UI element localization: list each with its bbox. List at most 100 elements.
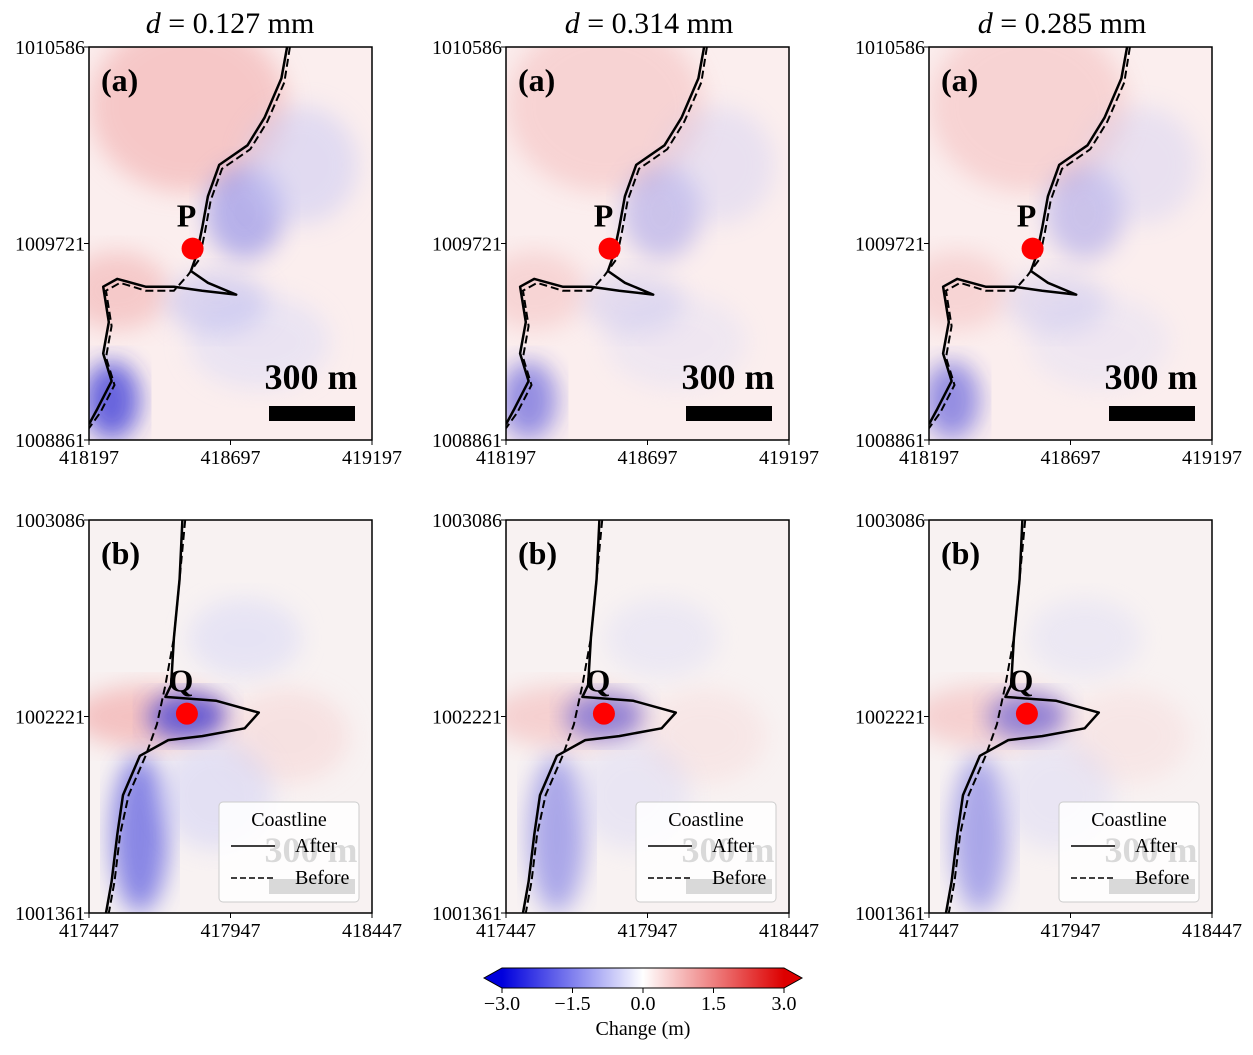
legend-box [1058, 801, 1200, 903]
coastline-before [929, 47, 1131, 429]
x-tick-label: 417447 [899, 920, 959, 942]
map-panel-a-3: P (a) 300 m 418197 418697 419197 1010586 100972… [855, 37, 1242, 469]
colorbar: −3.0 −1.5 0.0 1.5 3.0 Change (m) [482, 967, 804, 1040]
colorbar-tick-label: 3.0 [772, 993, 797, 1015]
panel-letter: (a) [941, 62, 978, 98]
point-marker-Q [1015, 702, 1038, 725]
x-tick-label: 419197 [1182, 447, 1242, 469]
point-label-P: P [177, 198, 197, 234]
coastline-after [944, 520, 1101, 913]
heatmap-blob [605, 598, 719, 678]
legend-title: Coastline [1091, 809, 1167, 831]
heatmap-blob [582, 271, 685, 334]
heatmap-blobs [506, 47, 775, 440]
x-tick-label: 418197 [59, 447, 119, 469]
point-marker-P [598, 237, 621, 260]
x-tick-label: 417947 [1041, 920, 1101, 942]
panel-letter: (b) [518, 535, 557, 571]
column-title-symbol: d [978, 7, 994, 40]
point-label-Q: Q [168, 663, 193, 699]
y-tick-label: 1003086 [432, 510, 502, 532]
column-title-2: d = 0.314 mm [565, 7, 734, 40]
column-title-3: d = 0.285 mm [978, 7, 1147, 40]
coastline-after [521, 520, 678, 913]
y-tick-label: 1008861 [855, 430, 925, 452]
point-marker-Q [592, 702, 615, 725]
colorbar-gradient [502, 968, 784, 988]
y-tick-label: 1010586 [855, 37, 925, 59]
x-tick-label: 418697 [618, 447, 678, 469]
panel-letter: (a) [518, 62, 555, 98]
y-tick-label: 1009721 [432, 234, 502, 256]
heatmap-blobs [89, 47, 358, 440]
legend-title: Coastline [251, 809, 327, 831]
panel-letter: (a) [101, 62, 138, 98]
heatmap-blob [929, 251, 1009, 330]
legend-entry-before: Before [1135, 867, 1190, 889]
colorbar-extend-min [484, 968, 502, 988]
heatmap-blob [929, 361, 980, 440]
x-tick-label: 417447 [59, 920, 119, 942]
map-panel-a-2: P (a) 300 m 418197 418697 419197 1010586 100972… [432, 37, 819, 469]
coastline-after [104, 520, 261, 913]
heatmap-blob [506, 251, 586, 330]
heatmap-blob [111, 755, 169, 913]
column-title-value: = 0.285 mm [993, 7, 1147, 40]
column-title-value: = 0.127 mm [161, 7, 315, 40]
point-label-Q: Q [1008, 663, 1033, 699]
legend: Coastline After Before [218, 801, 360, 903]
x-tick-label: 418447 [342, 920, 402, 942]
x-tick-label: 417947 [201, 920, 261, 942]
heatmap-blob [1028, 598, 1142, 678]
map-panel-b-2: Q(b)300 mCoastlineAfterBefore41744741794… [432, 510, 819, 942]
x-tick-label: 419197 [342, 447, 402, 469]
y-tick-label: 1008861 [432, 430, 502, 452]
x-tick-label: 418447 [759, 920, 819, 942]
legend-entry-after: After [1135, 835, 1178, 857]
column-title-value: = 0.314 mm [580, 7, 734, 40]
legend: Coastline After Before [1058, 801, 1200, 903]
legend-entry-after: After [295, 835, 338, 857]
y-tick-label: 1001361 [15, 903, 85, 925]
y-tick-label: 1001361 [855, 903, 925, 925]
colorbar-tick-label: −3.0 [484, 993, 520, 1015]
heatmap-blob [528, 755, 586, 913]
coastline-before [506, 47, 708, 429]
scale-bar [1109, 406, 1195, 421]
map-panel-b-1: Q(b)300 mCoastlineAfterBefore41744741794… [15, 510, 402, 942]
heatmap-blobs [929, 47, 1198, 440]
y-tick-label: 1002221 [432, 707, 502, 729]
column-title-1: d = 0.127 mm [146, 7, 315, 40]
column-title-symbol: d [146, 7, 162, 40]
y-tick-label: 1002221 [15, 707, 85, 729]
legend: Coastline After Before [635, 801, 777, 903]
x-tick-label: 419197 [759, 447, 819, 469]
map-panel-b-3: Q(b)300 mCoastlineAfterBefore41744741794… [855, 510, 1242, 942]
scale-bar-label: 300 m [265, 357, 358, 397]
point-marker-P [1021, 237, 1044, 260]
colorbar-label: Change (m) [596, 1018, 691, 1040]
heatmap-blob [506, 361, 557, 440]
y-tick-label: 1009721 [15, 234, 85, 256]
coastline-before [89, 47, 291, 429]
legend-box [635, 801, 777, 903]
scale-bar [269, 406, 355, 421]
heatmap-blob [1084, 105, 1198, 224]
scale-bar-label: 300 m [1105, 357, 1198, 397]
legend-entry-before: Before [295, 867, 350, 889]
x-tick-label: 417947 [618, 920, 678, 942]
panel-letter: (b) [101, 535, 140, 571]
point-label-P: P [1017, 198, 1037, 234]
scale-bar [686, 406, 772, 421]
y-tick-label: 1010586 [432, 37, 502, 59]
colorbar-tick-label: 0.0 [631, 993, 656, 1015]
y-tick-label: 1001361 [432, 903, 502, 925]
heatmap-blob [89, 361, 140, 440]
heatmap-blob [506, 47, 705, 193]
legend-title: Coastline [668, 809, 744, 831]
x-tick-label: 418697 [1041, 447, 1101, 469]
y-tick-label: 1009721 [855, 234, 925, 256]
legend-box [218, 801, 360, 903]
coastline-after [506, 47, 706, 425]
heatmap-blob [661, 105, 775, 224]
